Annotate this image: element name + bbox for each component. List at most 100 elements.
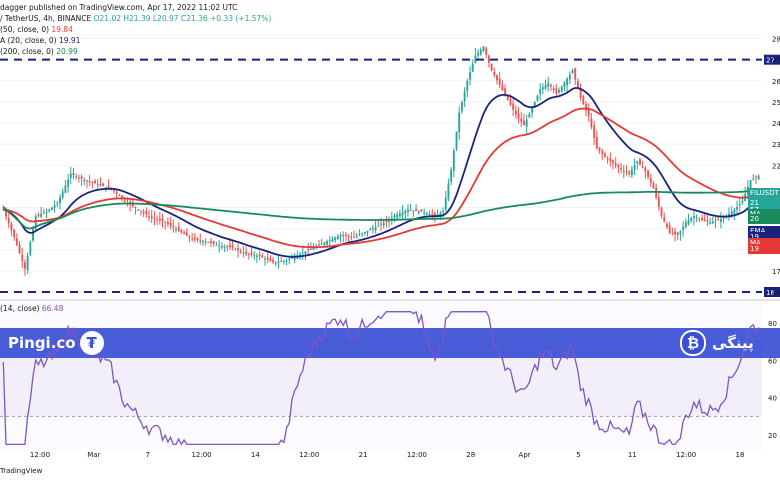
candle-body: [463, 91, 466, 102]
candle-body: [639, 159, 641, 165]
candle-body: [23, 262, 26, 269]
candle-body: [593, 125, 596, 138]
candle-body: [665, 223, 668, 228]
publisher-line: dagger published on TradingView.com, Apr…: [0, 3, 238, 12]
candle-body: [479, 49, 482, 55]
x-tick-label: 12:00: [30, 451, 50, 459]
candle-body: [425, 213, 428, 215]
candle-body: [407, 209, 409, 212]
x-tick-label: 7: [145, 451, 149, 459]
candle-body: [442, 211, 444, 213]
candle-body: [690, 218, 693, 221]
ema20-legend[interactable]: A (20, close, 0) 19.91: [0, 36, 81, 45]
candle-body: [622, 170, 625, 172]
candle-body: [350, 236, 353, 238]
candle-body: [431, 214, 434, 216]
candle-body: [21, 254, 24, 261]
candle-body: [204, 241, 207, 243]
candle-body: [474, 55, 477, 63]
candle-body: [501, 85, 504, 90]
candle-body: [61, 191, 64, 198]
candle-body: [210, 241, 213, 244]
candle-body: [226, 246, 229, 248]
price-tag: 19: [748, 244, 780, 254]
candle-body: [26, 255, 29, 271]
rsi-value: 66.48: [41, 304, 64, 313]
candle-body: [485, 48, 488, 55]
x-tick-label: 14: [251, 451, 260, 459]
candle-body: [496, 75, 498, 81]
candle-body: [571, 70, 574, 73]
candle-body: [361, 233, 364, 235]
candle-body: [309, 248, 312, 250]
candle-body: [382, 222, 385, 226]
bitcoin-icon: ₿: [680, 330, 706, 356]
y-tick-label: 24: [772, 120, 780, 128]
candle-body: [450, 169, 453, 183]
price-tag: MA: [748, 238, 780, 248]
candle-body: [366, 230, 369, 233]
candle-body: [334, 237, 337, 241]
candle-body: [603, 153, 606, 157]
candle-body: [196, 238, 199, 241]
candle-body: [711, 221, 714, 224]
candle-body: [272, 259, 275, 263]
candle-body: [212, 241, 215, 244]
candle-body: [482, 47, 485, 51]
candle-body: [674, 231, 676, 235]
candle-body: [514, 110, 517, 115]
candle-body: [460, 101, 463, 112]
candle-body: [261, 255, 264, 258]
price-tag: 21: [748, 198, 780, 208]
candle-body: [404, 210, 407, 214]
candle-body: [641, 166, 644, 169]
candle-body: [377, 225, 380, 227]
candle-body: [717, 219, 720, 221]
candle-body: [250, 252, 253, 255]
candle-body: [398, 213, 401, 217]
candle-body: [102, 183, 105, 186]
candle-body: [415, 208, 418, 211]
candle-body: [706, 220, 709, 222]
candle-body: [247, 253, 250, 255]
candle-body: [644, 168, 647, 172]
candle-body: [625, 171, 628, 173]
rsi-legend[interactable]: (14, close) 66.48: [0, 304, 64, 313]
candle-body: [301, 252, 304, 254]
rsi-tick-label: 20: [768, 432, 777, 440]
candle-body: [207, 242, 210, 244]
candle-body: [576, 81, 579, 89]
candle-body: [598, 147, 601, 152]
ema50-legend[interactable]: (50, close, 0) 19.84: [0, 25, 73, 34]
candle-body: [420, 209, 423, 212]
x-tick-label: 5: [576, 451, 580, 459]
tradingview-brand: TradingView: [0, 467, 43, 475]
sma200-line: [2, 189, 759, 230]
candle-body: [444, 197, 447, 210]
candle-body: [239, 251, 242, 253]
candle-body: [528, 113, 531, 118]
candle-body: [150, 216, 153, 219]
candle-body: [88, 181, 91, 183]
candle-body: [234, 248, 237, 250]
candle-body: [701, 218, 703, 221]
candle-body: [738, 204, 741, 205]
candle-body: [10, 223, 13, 231]
candle-body: [428, 214, 431, 216]
watermark-band: [0, 328, 780, 358]
candle-body: [436, 214, 439, 216]
candle-body: [331, 238, 334, 242]
sma200-legend[interactable]: (200, close, 0) 20.99: [0, 47, 78, 56]
candle-body: [423, 212, 426, 214]
tether-icon: ₮: [79, 331, 104, 355]
y-tick-label: 25: [772, 99, 780, 107]
candle-body: [69, 173, 72, 178]
candle-body: [531, 108, 534, 113]
candle-body: [466, 80, 469, 92]
candle-body: [255, 255, 258, 257]
candle-body: [741, 201, 744, 203]
candle-body: [177, 226, 180, 231]
y-tick-label: 23: [772, 141, 780, 149]
x-tick-label: Mar: [87, 451, 100, 459]
candle-body: [695, 217, 698, 219]
